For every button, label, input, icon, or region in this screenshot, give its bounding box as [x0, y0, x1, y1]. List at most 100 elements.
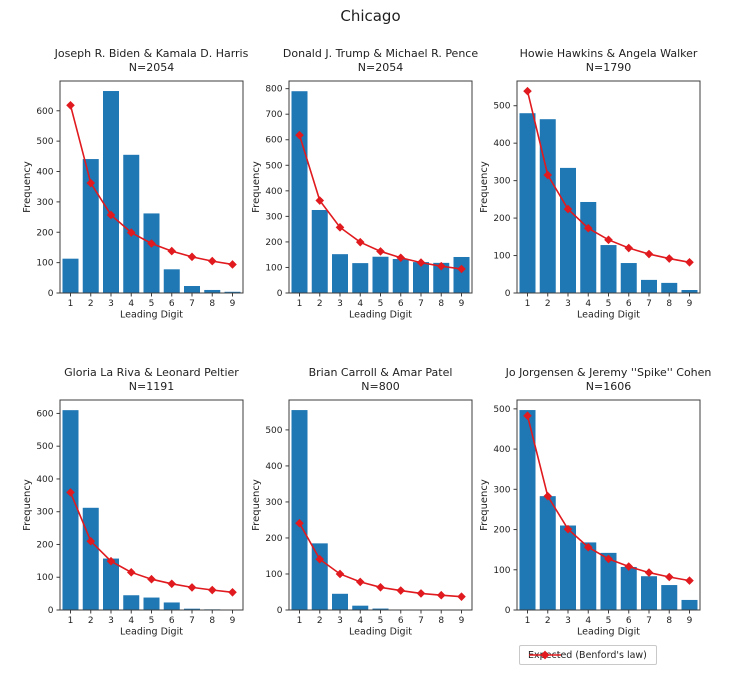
x-axis-label: Leading Digit	[349, 627, 412, 638]
x-tick-label: 4	[357, 616, 363, 626]
bar-digit-5	[143, 213, 160, 293]
x-tick-label: 9	[230, 299, 236, 309]
x-tick-label: 5	[149, 616, 155, 626]
legend-label: Expected (Benford's law)	[528, 649, 647, 661]
bar-digit-8	[204, 289, 221, 293]
y-tick-label: 500	[493, 102, 510, 112]
x-tick-label: 5	[606, 616, 612, 626]
bars	[62, 91, 241, 293]
subplot-plot-area: 0 100 200 300 400 500 600 700 800 1 2 3 4 5 6 7 8 9 Leadin…	[265, 80, 473, 321]
y-tick-label: 400	[265, 187, 282, 197]
y-tick-label: 200	[493, 526, 510, 536]
bar-digit-5	[143, 597, 160, 610]
subplot-title-candidates: Joseph R. Biden & Kamala D. Harris	[54, 47, 249, 60]
x-tick-label: 2	[88, 299, 94, 309]
expected-marker-digit-9	[685, 257, 694, 267]
y-tick-label: 500	[265, 161, 282, 171]
bar-digit-6	[163, 602, 180, 610]
subplot-title-n: N=2054	[128, 61, 175, 74]
expected-marker-digit-8	[664, 254, 674, 263]
bar-digit-3	[560, 167, 576, 293]
bar-digit-5	[372, 256, 389, 293]
expected-marker-digit-8	[664, 572, 674, 582]
subplot-plot-area: 0 100 200 300 400 500 1 2 3 4 5 6 7 8 9 Leading Digit	[493, 399, 701, 638]
expected-marker-digit-1	[66, 100, 75, 110]
subplot-plot-area: 0 100 200 300 400 500 600 1 2 3 4 5 6 7 8 9 Leading Digi…	[36, 80, 244, 321]
bar-digit-3	[332, 254, 348, 293]
y-ticks: 0 100 200 300 400 500	[493, 102, 517, 299]
expected-marker-digit-4	[355, 237, 365, 247]
x-ticks: 1 2 3 4 5 6 7 8 9	[525, 610, 693, 626]
expected-marker-digit-5	[376, 247, 385, 256]
x-tick-label: 6	[169, 616, 175, 626]
x-tick-label: 8	[438, 616, 444, 626]
subplot-title-n: N=800	[361, 380, 400, 393]
expected-marker-digit-3	[106, 210, 116, 220]
x-tick-label: 6	[169, 299, 175, 309]
bar-digit-9	[224, 291, 241, 293]
y-tick-label: 200	[265, 238, 282, 248]
x-tick-label: 8	[666, 299, 672, 309]
x-axis-label: Leading Digit	[577, 310, 640, 321]
subplot-title: Howie Hawkins & Angela Walker N=1790	[457, 47, 741, 75]
x-tick-label: 9	[230, 616, 236, 626]
x-ticks: 1 2 3 4 5 6 7 8 9	[525, 293, 693, 309]
bar-digit-3	[103, 558, 119, 610]
bar-digit-6	[392, 259, 409, 293]
expected-marker-digit-3	[335, 223, 345, 232]
y-tick-label: 100	[493, 566, 510, 576]
expected-marker-digit-2	[86, 536, 96, 546]
x-tick-label: 7	[189, 616, 195, 626]
expected-marker-digit-4	[355, 577, 365, 587]
bar-digit-7	[184, 608, 200, 610]
bar-digit-8	[661, 282, 678, 293]
y-tick-label: 300	[265, 498, 282, 508]
x-axis-label: Leading Digit	[349, 310, 412, 321]
y-tick-label: 100	[36, 259, 53, 269]
x-tick-label: 3	[565, 616, 571, 626]
x-tick-label: 9	[687, 616, 693, 626]
x-ticks: 1 2 3 4 5 6 7 8 9	[68, 293, 236, 309]
bars	[291, 91, 470, 294]
legend-box: Expected (Benford's law)	[519, 645, 657, 665]
x-axis-label: Leading Digit	[120, 310, 183, 321]
y-ticks: 0 100 200 300 400 500	[265, 426, 289, 616]
bar-digit-8	[661, 585, 678, 610]
bar-digit-5	[372, 608, 389, 610]
y-tick-label: 200	[36, 540, 53, 550]
bar-digit-3	[332, 593, 348, 610]
x-tick-label: 5	[378, 616, 384, 626]
subplot-plot-area: 0 100 200 300 400 500 1 2 3 4 5 6 7 8 9 Leading Digit	[493, 80, 701, 321]
expected-marker-digit-6	[624, 243, 634, 253]
y-tick-label: 500	[265, 426, 282, 436]
x-tick-label: 4	[357, 299, 363, 309]
y-tick-label: 100	[265, 263, 282, 273]
y-tick-label: 300	[493, 177, 510, 187]
bar-digit-4	[580, 201, 597, 293]
expected-marker-digit-2	[86, 178, 96, 188]
subplot-title-candidates: Donald J. Trump & Michael R. Pence	[282, 47, 479, 60]
expected-marker-digit-5	[147, 239, 156, 248]
expected-marker-digit-6	[167, 246, 177, 256]
y-tick-label: 400	[36, 475, 53, 485]
y-tick-label: 100	[265, 570, 282, 580]
expected-marker-digit-6	[396, 253, 406, 263]
bar-digit-7	[641, 576, 657, 610]
x-tick-label: 1	[297, 616, 303, 626]
y-tick-label: 0	[505, 289, 511, 299]
bar-digit-2	[311, 209, 328, 293]
x-tick-label: 4	[128, 299, 134, 309]
x-tick-label: 1	[68, 616, 74, 626]
expected-marker-digit-7	[187, 252, 197, 262]
subplot-title: Jo Jorgensen & Jeremy ''Spike'' Cohen N=1…	[457, 366, 741, 394]
figure-title: Chicago	[340, 7, 401, 25]
x-tick-label: 2	[545, 616, 551, 626]
x-tick-label: 7	[189, 299, 195, 309]
subplot-title: Donald J. Trump & Michael R. Pence N=2054	[229, 47, 532, 75]
bar-digit-9	[681, 290, 698, 293]
y-tick-label: 100	[36, 573, 53, 583]
bar-digit-2	[82, 159, 99, 293]
expected-marker-digit-7	[416, 258, 426, 267]
subplot-title-candidates: Gloria La Riva & Leonard Peltier	[64, 366, 239, 379]
